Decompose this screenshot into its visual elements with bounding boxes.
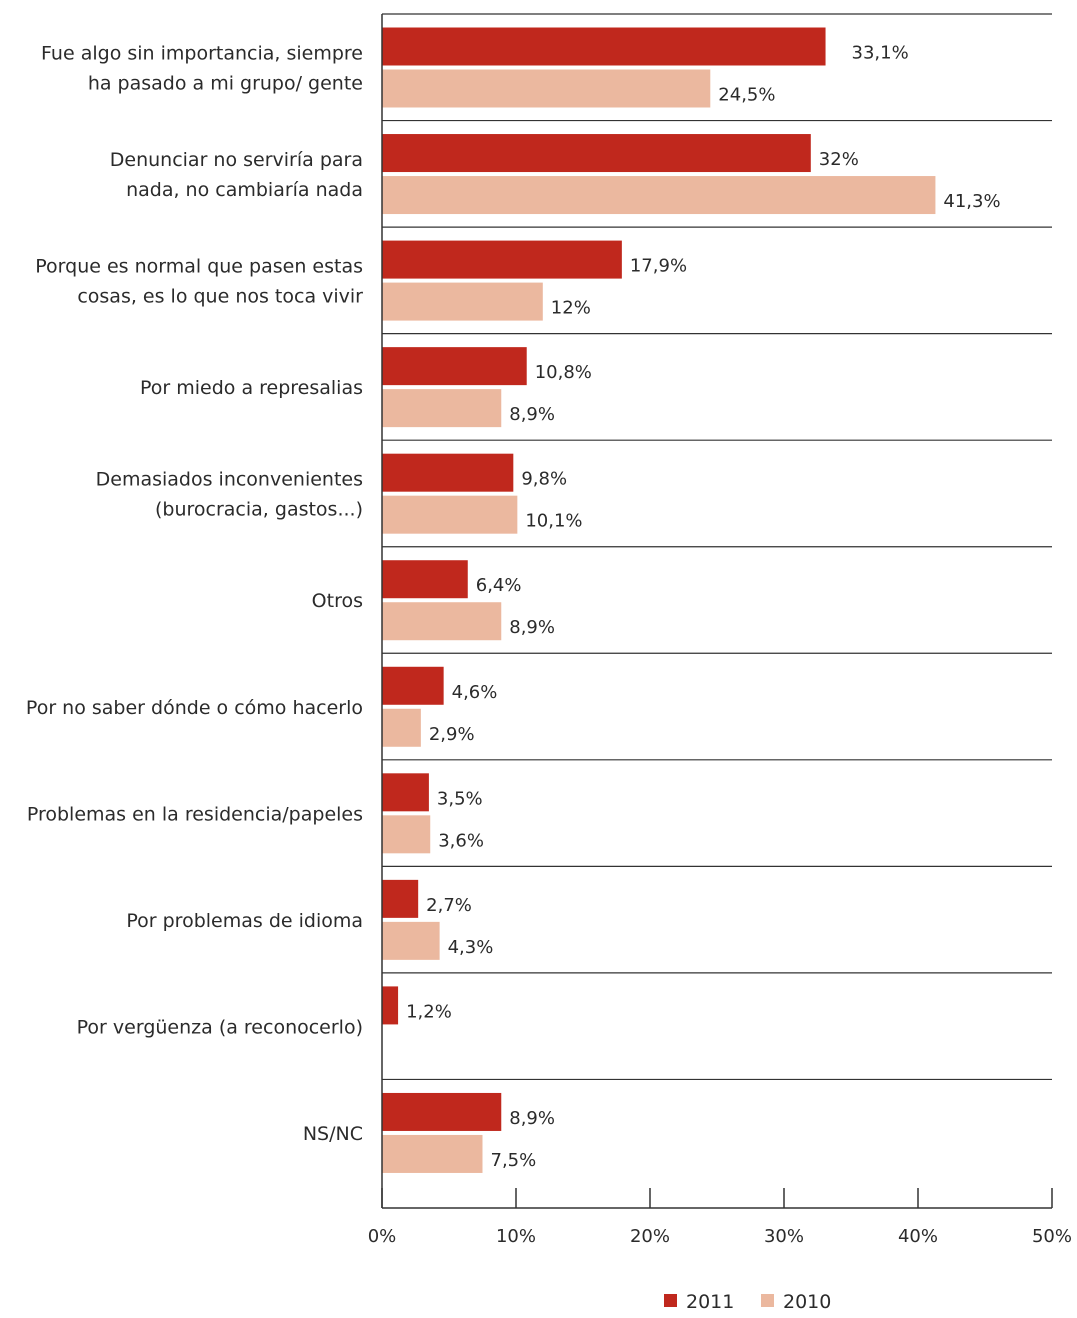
category-label: Otros [312, 590, 363, 612]
value-label-2011: 2,7% [426, 895, 472, 916]
bar-2011 [382, 134, 811, 173]
bars [382, 27, 936, 1173]
value-label-2011: 17,9% [630, 256, 687, 277]
category-separators [382, 13, 1052, 1081]
value-label-2010: 8,9% [509, 617, 555, 638]
category-label-line: Por no saber dónde o cómo hacerlo [26, 697, 363, 719]
bar-2010 [382, 815, 431, 854]
category-label-line: (burocracia, gastos...) [155, 499, 363, 521]
value-label-2011: 6,4% [476, 575, 522, 596]
category-labels: Fue algo sin importancia, siempre ha pasa… [26, 43, 363, 1145]
category-label: Porque es normal que pasen estas cosas, e… [35, 256, 363, 308]
bar-2010 [382, 495, 518, 534]
category-label-line: Denunciar no serviría para [110, 149, 363, 171]
bar-2011 [382, 27, 826, 66]
bar-2010 [382, 1134, 483, 1173]
bar-2011 [382, 986, 399, 1025]
x-tick-label: 20% [630, 1226, 670, 1247]
x-tick-label: 40% [898, 1226, 938, 1247]
value-label-2010: 4,3% [448, 937, 494, 958]
category-label-line: Por vergüenza (a reconocerlo) [77, 1016, 363, 1038]
value-label-2010: 7,5% [491, 1150, 537, 1171]
category-label-line: NS/NC [303, 1123, 363, 1145]
legend-swatch-2011 [664, 1294, 677, 1307]
value-label-2011: 10,8% [535, 362, 592, 383]
bar-2011 [382, 240, 622, 279]
value-labels: 33,1% 24,5% 32% 41,3% 17,9% 12% 10,8% 8,9% 9,8% 1… [406, 43, 1001, 1171]
legend-label-2010: 2010 [783, 1291, 831, 1313]
category-label: Denunciar no serviría para nada, no cambi… [110, 149, 363, 201]
value-label-2010: 24,5% [718, 85, 775, 106]
category-label-line: Otros [312, 590, 363, 612]
category-label-line: Por problemas de idioma [126, 910, 363, 932]
bar-2011 [382, 347, 527, 386]
legend: 2011 2010 [664, 1291, 831, 1313]
value-label-2010: 3,6% [438, 830, 484, 851]
category-label: Demasiados inconvenientes (burocracia, ga… [96, 469, 363, 521]
x-tick-label: 50% [1032, 1226, 1072, 1247]
category-label: Por miedo a represalias [140, 377, 363, 399]
value-label-2010: 10,1% [525, 511, 582, 532]
value-label-2010: 8,9% [509, 404, 555, 425]
category-label: Problemas en la residencia/papeles [27, 803, 363, 825]
value-label-2011: 8,9% [509, 1108, 555, 1129]
bar-2011 [382, 666, 444, 705]
category-label: Por no saber dónde o cómo hacerlo [26, 697, 363, 719]
bar-2011 [382, 1092, 502, 1131]
bar-2010 [382, 389, 502, 428]
x-tick-label: 10% [496, 1226, 536, 1247]
category-label: Por vergüenza (a reconocerlo) [77, 1016, 363, 1038]
value-label-2011: 9,8% [521, 469, 567, 490]
value-label-2010: 12% [551, 298, 591, 319]
category-label-line: cosas, es lo que nos toca vivir [77, 286, 363, 308]
bar-2011 [382, 560, 468, 599]
value-label-2011: 33,1% [852, 43, 909, 64]
value-label-2011: 4,6% [452, 682, 498, 703]
bar-2010 [382, 176, 936, 215]
x-tick-label: 0% [368, 1226, 397, 1247]
category-label-line: Problemas en la residencia/papeles [27, 803, 363, 825]
x-tick-label: 30% [764, 1226, 804, 1247]
value-label-2011: 3,5% [437, 788, 483, 809]
category-label-line: Demasiados inconvenientes [96, 469, 363, 491]
bar-2011 [382, 879, 419, 918]
category-label: Fue algo sin importancia, siempre ha pasa… [41, 43, 363, 95]
legend-label-2011: 2011 [686, 1291, 734, 1313]
bar-2010 [382, 921, 440, 960]
category-label-line: Fue algo sin importancia, siempre [41, 43, 363, 65]
value-label-2011: 1,2% [406, 1001, 452, 1022]
category-label-line: Porque es normal que pasen estas [35, 256, 363, 278]
x-axis: 0% 10% 20% 30% 40% 50% [368, 14, 1072, 1247]
bar-2010 [382, 282, 543, 321]
category-label: NS/NC [303, 1123, 363, 1145]
category-label-line: nada, no cambiaría nada [126, 179, 363, 201]
bar-2011 [382, 773, 429, 812]
value-label-2010: 2,9% [429, 724, 475, 745]
bar-2010 [382, 602, 502, 641]
bar-2011 [382, 453, 514, 492]
legend-swatch-2010 [761, 1294, 774, 1307]
value-label-2010: 41,3% [943, 191, 1000, 212]
category-label: Por problemas de idioma [126, 910, 363, 932]
bar-2010 [382, 69, 711, 108]
category-label-line: Por miedo a represalias [140, 377, 363, 399]
bar-2010 [382, 708, 421, 747]
category-label-line: ha pasado a mi grupo/ gente [88, 73, 363, 95]
value-label-2011: 32% [819, 149, 859, 170]
